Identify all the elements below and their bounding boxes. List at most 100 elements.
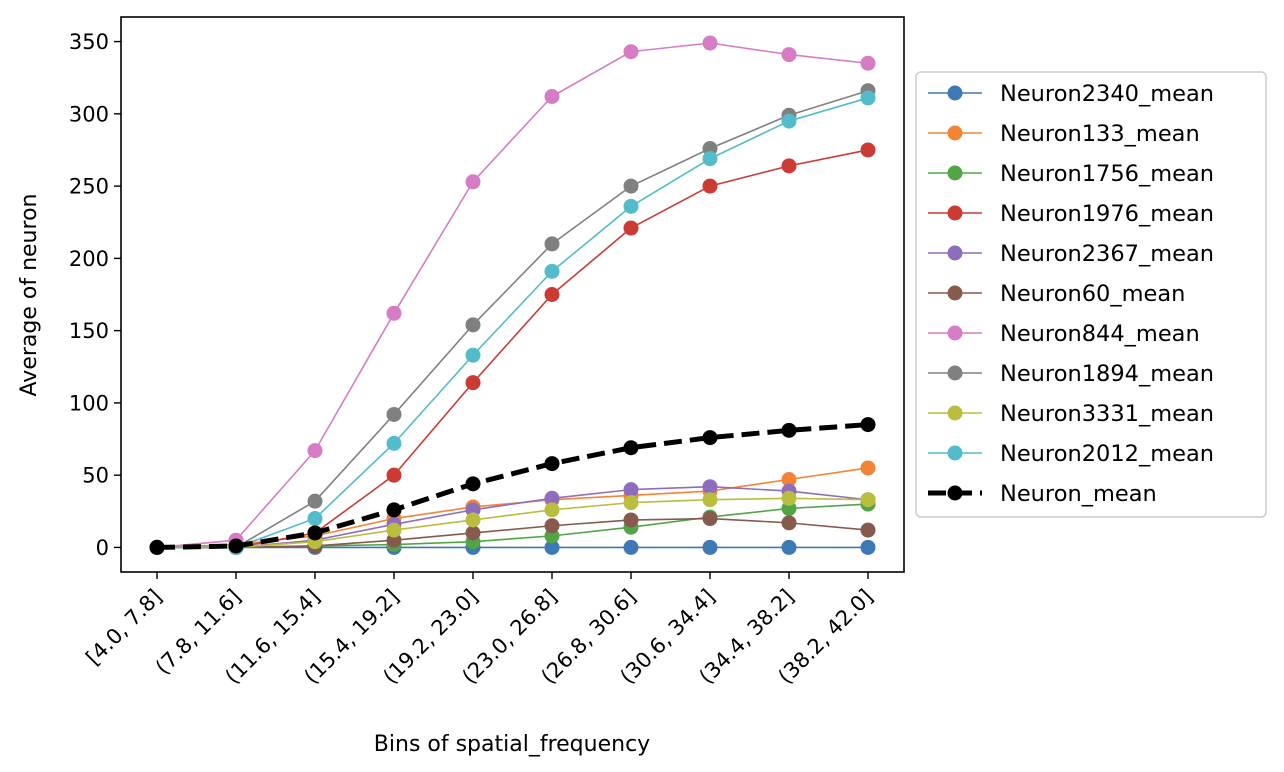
legend-label: Neuron2340_mean (1000, 81, 1214, 107)
data-point (544, 236, 560, 252)
legend-marker (947, 205, 963, 221)
data-point (386, 522, 402, 538)
x-axis: [4.0, 7.8](7.8, 11.6](11.6, 15.4](15.4, … (81, 572, 878, 689)
x-axis-label: Bins of spatial_frequency (374, 732, 650, 757)
data-point (623, 495, 639, 511)
legend-label: Neuron133_mean (1000, 121, 1200, 147)
series-line (157, 97, 869, 549)
legend-marker (947, 125, 963, 141)
data-point (307, 493, 323, 509)
data-point (544, 287, 560, 302)
data-point (860, 55, 876, 71)
data-point (623, 440, 639, 456)
legend-label: Neuron1756_mean (1000, 161, 1214, 187)
data-point (307, 525, 323, 541)
y-tick-label: 350 (69, 30, 109, 54)
legend-marker (947, 325, 963, 341)
data-point (623, 482, 639, 498)
data-point (781, 158, 797, 174)
series-neuron1976-mean (149, 142, 876, 555)
data-point (702, 35, 718, 51)
legend-item: Neuron1756_mean (928, 161, 1214, 187)
series-neuron844-mean (149, 35, 876, 555)
legend-marker (947, 445, 963, 461)
data-point (465, 174, 481, 190)
data-point (623, 198, 639, 214)
legend-marker (947, 285, 963, 301)
legend-marker (947, 85, 963, 101)
data-point (702, 430, 718, 446)
data-point (860, 142, 876, 158)
legend-label: Neuron3331_mean (1000, 401, 1214, 427)
legend-label: Neuron2012_mean (1000, 441, 1214, 467)
data-point (465, 375, 481, 391)
legend-label: Neuron2367_mean (1000, 241, 1214, 267)
legend-label: Neuron1976_mean (1000, 201, 1214, 227)
data-point (149, 539, 165, 555)
data-point (465, 476, 481, 492)
data-point (702, 539, 718, 555)
data-point (781, 515, 797, 531)
data-point (860, 539, 876, 555)
data-point (307, 443, 323, 459)
data-point (228, 538, 244, 554)
legend-item: Neuron60_mean (928, 281, 1185, 307)
legend-marker (947, 405, 963, 421)
y-tick-label: 150 (69, 319, 109, 343)
data-point (386, 435, 402, 451)
data-point (860, 90, 876, 106)
series-line (156, 422, 869, 550)
legend-marker (947, 365, 963, 381)
y-tick-label: 300 (69, 102, 109, 126)
series-line (157, 497, 869, 549)
legend-label: Neuron844_mean (1000, 321, 1200, 347)
data-point (544, 88, 560, 104)
y-axis-label: Average of neuron (17, 194, 42, 397)
series-neuron3331-mean (149, 490, 876, 555)
series-neuron2012-mean (149, 90, 876, 555)
legend-items: Neuron2340_mean Neuron133_mean Neuron1756_… (928, 81, 1214, 507)
data-point (781, 539, 797, 555)
data-point (702, 492, 718, 508)
legend-label: Neuron60_mean (1000, 281, 1185, 307)
series-line (157, 149, 869, 549)
legend-marker (947, 165, 963, 181)
legend-label: Neuron_mean (1000, 481, 1157, 507)
legend-item: Neuron844_mean (928, 321, 1200, 347)
data-point (544, 263, 560, 279)
data-point (544, 456, 560, 472)
data-point (781, 113, 797, 129)
plot-series-layer (149, 35, 876, 555)
y-tick-label: 250 (69, 175, 109, 199)
series-neuron-mean (149, 417, 876, 555)
legend-frame (915, 71, 1267, 518)
data-point (465, 317, 481, 333)
legend-marker (947, 245, 963, 261)
legend-item: Neuron2340_mean (928, 81, 1214, 107)
series-line (157, 517, 869, 549)
legend-item: Neuron_mean (928, 481, 1157, 507)
x-tick-label: [4.0, 7.8] (81, 585, 166, 670)
legend: Neuron2340_mean Neuron133_mean Neuron1756_… (915, 71, 1267, 518)
data-point (860, 522, 876, 538)
data-point (623, 220, 639, 236)
data-point (860, 460, 876, 476)
legend-marker (947, 485, 963, 501)
data-point (623, 539, 639, 555)
y-tick-label: 50 (82, 464, 109, 488)
legend-item: Neuron133_mean (928, 121, 1200, 147)
legend-item: Neuron1894_mean (928, 361, 1214, 387)
data-point (623, 44, 639, 60)
data-point (702, 178, 718, 194)
series-neuron60-mean (149, 511, 876, 555)
plot-area-frame (120, 16, 905, 573)
data-point (781, 422, 797, 438)
series-neuron1894-mean (149, 83, 876, 555)
data-point (386, 305, 402, 321)
data-point (781, 472, 797, 487)
data-point (702, 511, 718, 527)
series-line (156, 42, 869, 549)
data-point (544, 539, 560, 555)
data-point (623, 178, 639, 194)
